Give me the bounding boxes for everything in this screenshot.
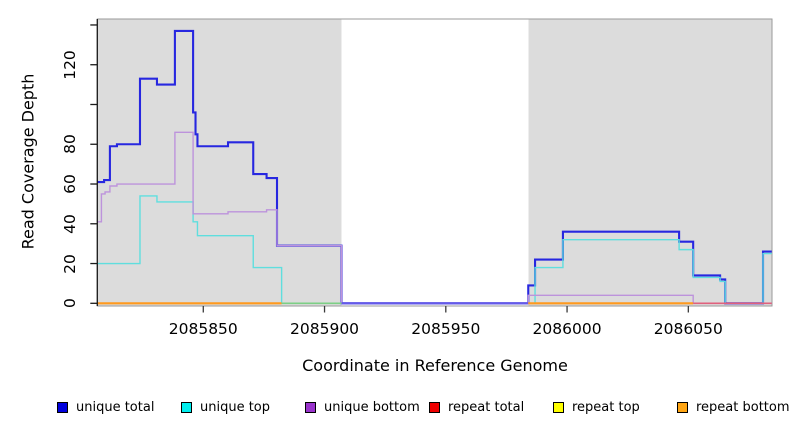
legend-item-repeat-bottom: repeat bottom (677, 399, 792, 416)
legend-item-unique-total: unique total (57, 399, 181, 416)
x-tick-label: 2085950 (411, 320, 481, 338)
legend-label: repeat top (572, 400, 640, 415)
x-tick-label: 2086050 (653, 320, 723, 338)
y-axis-title: Read Coverage Depth (18, 73, 38, 250)
covered-region (97, 19, 342, 306)
series-unique-top (97, 195, 772, 304)
y-tick-label: 80 (61, 134, 79, 155)
x-tick-label: 2086000 (532, 320, 602, 338)
legend-item-repeat-top: repeat top (553, 399, 677, 416)
legend-label: unique total (76, 400, 155, 415)
legend-item-unique-top: unique top (181, 399, 305, 416)
x-axis-title: Coordinate in Reference Genome (302, 356, 568, 375)
legend-swatch-icon (677, 402, 688, 413)
plot-area (90, 18, 773, 313)
axis-ticks (90, 24, 689, 313)
y-tick-label: 120 (61, 49, 79, 80)
legend-swatch-icon (57, 402, 68, 413)
legend-swatch-icon (305, 402, 316, 413)
legend-swatch-icon (553, 402, 564, 413)
legend-label: repeat bottom (696, 400, 790, 415)
legend-swatch-icon (429, 402, 440, 413)
covered-regions (97, 19, 772, 306)
legend: unique total unique top unique bottom repea… (57, 399, 792, 416)
legend-item-repeat-total: repeat total (429, 399, 553, 416)
legend-label: unique top (200, 400, 271, 415)
legend-label: repeat total (448, 400, 525, 415)
legend-label: unique bottom (324, 400, 420, 415)
legend-swatch-icon (181, 402, 192, 413)
x-tick-label: 2085850 (168, 320, 238, 338)
covered-region (528, 19, 772, 306)
x-tick-label: 2085900 (290, 320, 360, 338)
legend-item-unique-bottom: unique bottom (305, 399, 429, 416)
